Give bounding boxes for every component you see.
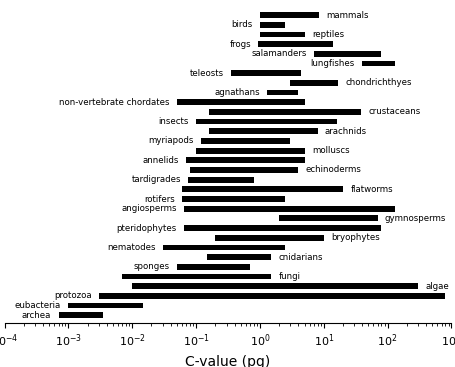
Text: tardigrades: tardigrades: [131, 175, 181, 184]
Text: teleosts: teleosts: [189, 69, 223, 78]
Bar: [258, 41, 332, 47]
Bar: [207, 254, 271, 260]
Text: birds: birds: [231, 20, 252, 29]
Text: crustaceans: crustaceans: [367, 108, 420, 116]
Text: chondrichthyes: chondrichthyes: [345, 79, 411, 87]
Text: eubacteria: eubacteria: [15, 301, 61, 310]
Bar: [132, 283, 417, 289]
Bar: [189, 167, 298, 173]
Bar: [209, 128, 317, 134]
Text: archea: archea: [22, 311, 51, 320]
Text: pteridophytes: pteridophytes: [116, 224, 177, 233]
Bar: [182, 186, 342, 192]
Text: cnidarians: cnidarians: [278, 252, 322, 262]
Bar: [313, 51, 380, 57]
Bar: [259, 12, 318, 18]
Bar: [177, 99, 304, 105]
Text: flatworms: flatworms: [349, 185, 392, 194]
Text: sponges: sponges: [133, 262, 169, 271]
Text: angiosperms: angiosperms: [121, 204, 177, 213]
Bar: [230, 70, 300, 76]
Text: annelids: annelids: [142, 156, 178, 165]
Bar: [290, 80, 338, 86]
Text: nematodes: nematodes: [106, 243, 155, 252]
Text: bryophytes: bryophytes: [330, 233, 379, 242]
Text: molluscs: molluscs: [311, 146, 349, 155]
X-axis label: C-value (pg): C-value (pg): [185, 355, 270, 367]
Bar: [177, 264, 249, 270]
Bar: [259, 32, 304, 37]
Text: frogs: frogs: [229, 40, 251, 49]
Bar: [99, 293, 444, 299]
Bar: [267, 90, 298, 95]
Bar: [201, 138, 290, 144]
Bar: [182, 196, 285, 202]
Bar: [196, 119, 336, 124]
Text: myriapods: myriapods: [148, 137, 193, 145]
Text: algae: algae: [425, 281, 448, 291]
Text: mammals: mammals: [325, 11, 368, 19]
Text: fungi: fungi: [278, 272, 300, 281]
Bar: [58, 312, 103, 318]
Bar: [184, 206, 394, 212]
Bar: [215, 235, 323, 241]
Text: echinoderms: echinoderms: [305, 166, 361, 174]
Bar: [186, 157, 304, 163]
Bar: [122, 273, 271, 279]
Text: lungfishes: lungfishes: [310, 59, 354, 68]
Text: non-vertebrate chordates: non-vertebrate chordates: [59, 98, 169, 107]
Text: arachnids: arachnids: [324, 127, 366, 136]
Bar: [259, 22, 285, 28]
Text: gymnosperms: gymnosperms: [384, 214, 445, 223]
Text: rotifers: rotifers: [144, 195, 174, 204]
Bar: [278, 215, 377, 221]
Bar: [196, 148, 304, 153]
Text: agnathans: agnathans: [214, 88, 259, 97]
Text: insects: insects: [158, 117, 188, 126]
Bar: [361, 61, 394, 66]
Text: salamanders: salamanders: [251, 49, 306, 58]
Bar: [184, 225, 380, 231]
Text: protozoa: protozoa: [54, 291, 91, 300]
Text: reptiles: reptiles: [311, 30, 343, 39]
Bar: [162, 244, 285, 250]
Bar: [209, 109, 360, 115]
Bar: [188, 177, 253, 182]
Bar: [68, 303, 143, 308]
